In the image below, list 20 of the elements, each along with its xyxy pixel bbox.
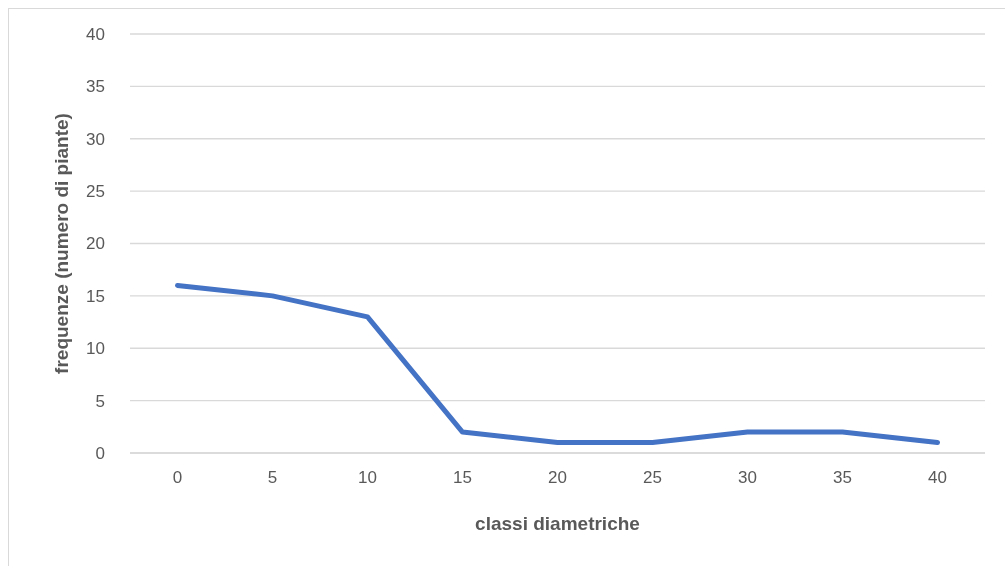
x-tick-label: 10: [358, 468, 377, 487]
y-tick-label: 15: [86, 286, 105, 306]
x-tick-label: 5: [267, 468, 278, 487]
x-tick-label: 40: [928, 468, 947, 487]
y-tick-label: 5: [95, 391, 105, 411]
y-tick-label: 35: [86, 77, 105, 97]
y-axis-title: frequenze (numero di piante): [51, 113, 72, 374]
y-tick-label: 0: [95, 443, 105, 463]
y-tick-label: 30: [86, 129, 105, 149]
x-tick-label: 15: [453, 468, 472, 487]
y-tick-label: 25: [86, 182, 105, 202]
y-tick-label: 40: [86, 24, 105, 44]
x-tick-label: 20: [548, 468, 567, 487]
x-tick-label: 25: [643, 468, 662, 487]
x-tick-label: 0: [172, 468, 183, 487]
y-tick-label: 10: [86, 339, 105, 359]
x-tick-label: 30: [738, 468, 757, 487]
y-tick-label: 20: [86, 234, 105, 254]
x-tick-label: 35: [833, 468, 852, 487]
x-axis-title: classi diametriche: [475, 513, 640, 534]
